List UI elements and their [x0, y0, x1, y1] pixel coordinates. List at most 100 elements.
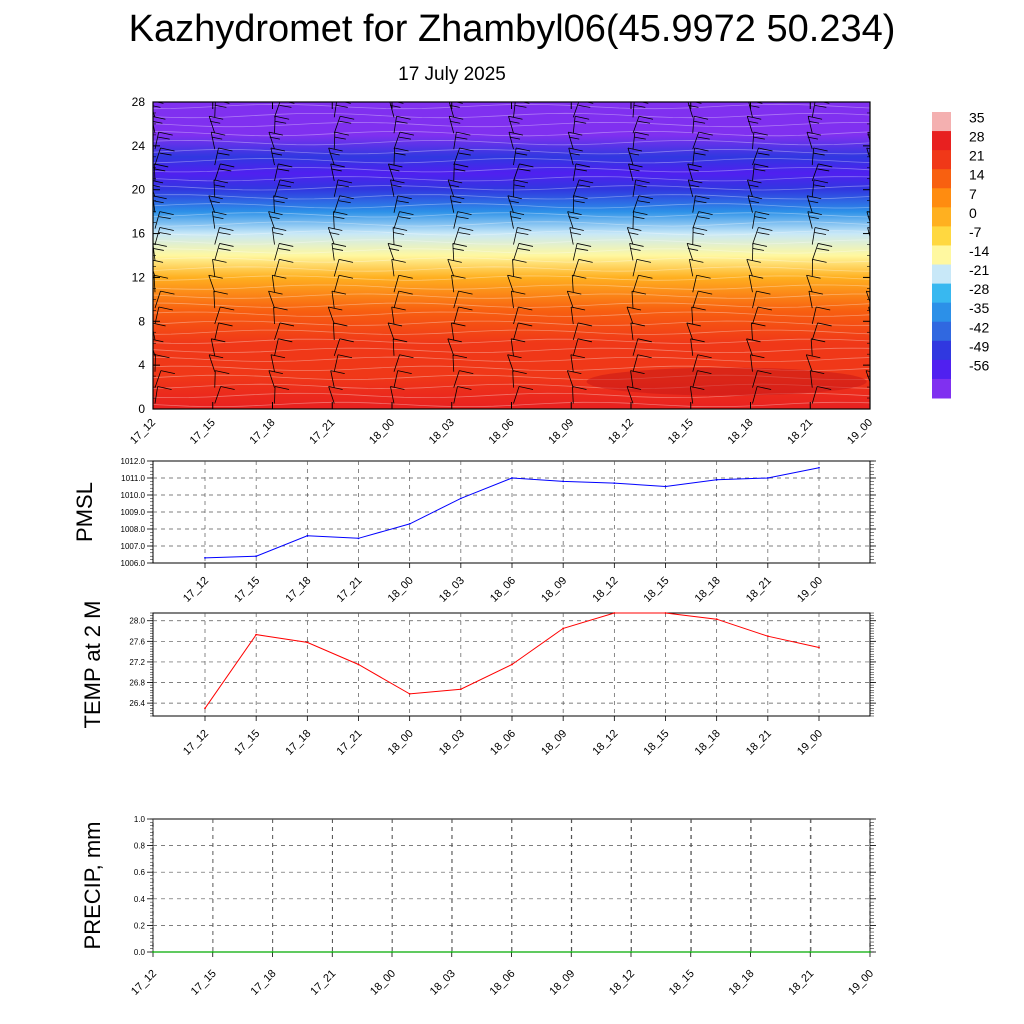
wind-barb-flag [746, 258, 761, 263]
y-tick-label: 1011.0 [121, 474, 145, 483]
wind-barb-flag [808, 120, 820, 124]
wind-barb-flag [878, 259, 892, 262]
wind-barb [572, 116, 576, 134]
wind-barb [393, 116, 397, 134]
y-tick-label: 0.6 [134, 868, 146, 877]
wind-barb [691, 307, 694, 325]
wind-barb-flag [634, 104, 646, 108]
wind-barb-flag [633, 211, 648, 216]
wind-barb-flag [877, 185, 889, 187]
wind-barb-flag [567, 370, 582, 375]
wind-barb-flag [274, 386, 290, 390]
wind-barb-flag [873, 164, 887, 167]
wind-barb [566, 370, 574, 388]
wind-barb [213, 179, 216, 197]
wind-barb [268, 290, 275, 309]
x-tick-label: 19_00 [845, 417, 875, 447]
wind-barb-flag [153, 322, 166, 327]
wind-barb-flag [627, 147, 643, 152]
data-point [408, 523, 411, 525]
wind-barb-flag [330, 370, 345, 375]
wind-barb [268, 132, 275, 150]
wind-barb-flag [279, 322, 295, 327]
data-point [630, 951, 632, 953]
wind-barb-flag [154, 163, 169, 168]
data-point [511, 663, 513, 666]
colorbar-segment [932, 321, 951, 342]
wind-barb-flag [628, 152, 640, 156]
wind-barb-flag [338, 274, 354, 279]
wind-barb-flag [274, 120, 287, 124]
wind-barb-flag [640, 102, 649, 104]
wind-barb-flag [865, 370, 870, 372]
wind-barb-flag [518, 306, 533, 311]
wind-barb [453, 386, 458, 404]
x-tick-label: 17_21 [335, 575, 365, 605]
wind-barb-flag [567, 211, 582, 216]
wind-barb-flag [817, 386, 832, 390]
colorbar-segment [932, 340, 951, 361]
data-point [459, 688, 462, 691]
wind-barb-flag [396, 115, 411, 120]
wind-barb [747, 179, 753, 197]
wind-barb-flag [397, 200, 409, 204]
wind-barb-flag [512, 370, 527, 375]
x-tick-label: 19_00 [795, 575, 825, 605]
wind-barb [214, 370, 216, 388]
wind-barb-flag [585, 102, 594, 104]
wind-barb-flag [757, 370, 772, 375]
wind-barb-flag [218, 322, 233, 327]
wind-barb-flag [697, 354, 712, 359]
isotherm-line [153, 149, 870, 155]
wind-barb-flag [509, 136, 521, 140]
wind-barb [448, 116, 455, 134]
wind-barb-flag [456, 216, 469, 220]
wind-barb [572, 338, 579, 356]
wind-barb [807, 116, 813, 134]
wind-barb-flag [868, 306, 870, 308]
x-tick-label: 17_18 [249, 968, 279, 998]
x-tick-label: 17_12 [129, 968, 159, 998]
wind-barb [270, 354, 275, 372]
wind-barb [510, 338, 514, 356]
wind-barb-flag [390, 179, 405, 184]
wind-barb [811, 306, 817, 325]
wind-barb [390, 179, 395, 197]
wind-barb-flag [874, 196, 888, 199]
wind-barb-flag [211, 338, 226, 343]
wind-barb [274, 322, 281, 341]
wind-barb [333, 132, 336, 150]
wind-barb [208, 116, 216, 134]
wind-barb-flag [814, 104, 827, 108]
wind-barb-flag [279, 104, 292, 108]
wind-barb-flag [448, 179, 463, 184]
wind-barb-flag [390, 184, 402, 188]
wind-barb [752, 132, 755, 150]
wind-barb-flag [454, 168, 466, 172]
wind-barb [393, 195, 399, 213]
wind-barb-flag [452, 243, 467, 247]
wind-barb [626, 306, 634, 325]
wind-barb-flag [568, 216, 579, 220]
wind-barb-flag [752, 248, 764, 251]
data-point [664, 485, 667, 488]
wind-barb-flag [518, 168, 531, 172]
wind-barb-flag [339, 195, 354, 200]
data-point [152, 951, 154, 953]
wind-barb-flag [754, 102, 763, 104]
wind-barb-flag [747, 179, 762, 184]
warm-surface-patch [586, 367, 867, 396]
wind-barb [330, 163, 335, 182]
x-tick-label: 17_21 [307, 417, 337, 447]
wind-barb-flag [687, 163, 702, 168]
wind-barb-flag [220, 306, 235, 311]
x-tick-label: 17_12 [128, 417, 158, 447]
wind-barb-flag [750, 354, 765, 359]
colorbar-segment [932, 264, 951, 285]
cross-section-panel: 0 4 8 12 16 20 24 28 17_12 17_15 17_18 17_21 18_00 18… [128, 95, 892, 447]
wind-barb [513, 306, 519, 325]
wind-barb [752, 386, 758, 404]
wind-barb [333, 354, 339, 372]
wind-barb [627, 147, 634, 166]
